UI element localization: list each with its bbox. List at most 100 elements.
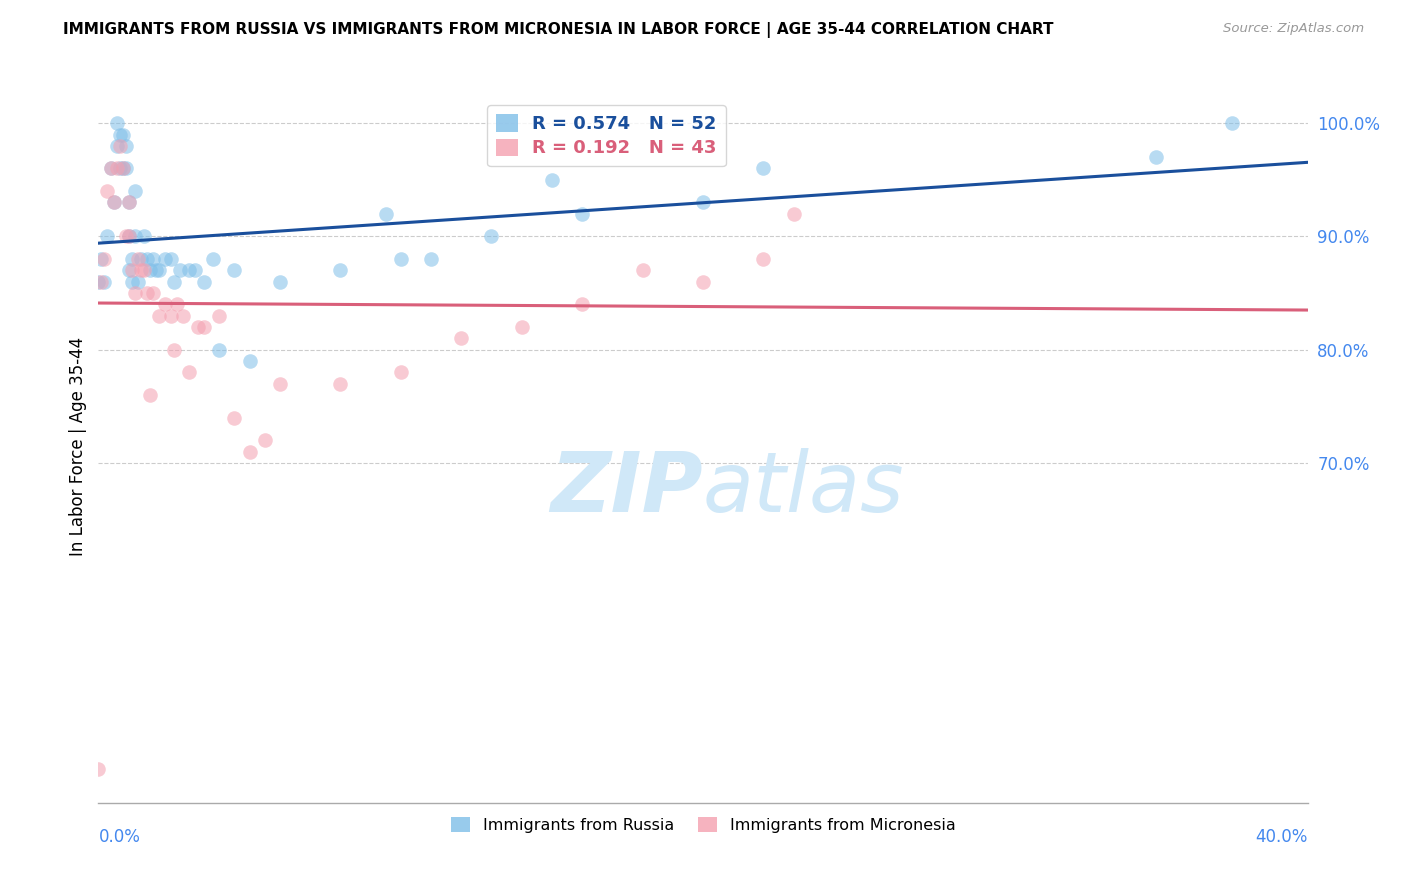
Point [208,343,231,357]
Point [179,263,201,277]
Point [374,207,396,221]
Point [142,286,165,301]
Point [103,195,125,210]
Point [752,161,775,176]
Point [224,263,246,277]
Point [114,138,136,153]
Point [145,263,167,277]
Point [253,434,276,448]
Point [114,229,136,244]
Point [132,263,155,277]
Point [450,331,472,345]
Point [100,161,122,176]
Point [108,138,131,153]
Point [269,376,291,391]
Point [124,286,146,301]
Point [90,275,112,289]
Point [187,320,209,334]
Point [118,195,141,210]
Text: Source: ZipAtlas.com: Source: ZipAtlas.com [1223,22,1364,36]
Point [111,161,134,176]
Point [239,444,262,458]
Point [269,275,291,289]
Point [148,263,170,277]
Point [105,116,128,130]
Point [239,354,262,368]
Point [184,263,207,277]
Point [389,252,412,266]
Point [108,161,131,176]
Point [105,138,128,153]
Point [108,128,131,142]
Point [96,184,118,198]
Point [169,263,191,277]
Point [139,263,162,277]
Point [153,252,176,266]
Point [93,275,115,289]
Point [202,252,225,266]
Point [118,229,141,244]
Point [1220,116,1243,130]
Point [163,275,186,289]
Point [87,275,110,289]
Text: IMMIGRANTS FROM RUSSIA VS IMMIGRANTS FROM MICRONESIA IN LABOR FORCE | AGE 35-44 : IMMIGRANTS FROM RUSSIA VS IMMIGRANTS FRO… [63,22,1053,38]
Point [93,252,115,266]
Text: 40.0%: 40.0% [1256,828,1308,846]
Point [121,263,143,277]
Point [571,297,593,311]
Point [160,309,183,323]
Point [139,388,162,402]
Legend: Immigrants from Russia, Immigrants from Micronesia: Immigrants from Russia, Immigrants from … [443,809,963,841]
Point [124,229,146,244]
Point [172,309,194,323]
Point [148,309,170,323]
Text: 0.0%: 0.0% [98,828,141,846]
Point [481,229,503,244]
Point [127,275,149,289]
Text: ZIP: ZIP [550,449,703,529]
Point [114,161,136,176]
Point [142,252,165,266]
Point [752,252,775,266]
Point [389,365,412,379]
Point [135,252,157,266]
Point [224,410,246,425]
Point [100,161,122,176]
Point [118,229,141,244]
Point [163,343,186,357]
Point [193,320,215,334]
Point [135,286,157,301]
Point [783,207,806,221]
Point [105,161,128,176]
Point [118,263,141,277]
Point [631,263,654,277]
Point [111,128,134,142]
Point [121,252,143,266]
Point [692,275,714,289]
Point [111,161,134,176]
Point [103,195,125,210]
Point [127,252,149,266]
Point [420,252,443,266]
Point [90,252,112,266]
Point [1144,150,1167,164]
Point [208,309,231,323]
Point [510,320,533,334]
Point [166,297,188,311]
Point [329,376,352,391]
Point [124,184,146,198]
Point [329,263,352,277]
Y-axis label: In Labor Force | Age 35-44: In Labor Force | Age 35-44 [69,336,87,556]
Point [96,229,118,244]
Point [129,252,152,266]
Point [153,297,176,311]
Point [118,195,141,210]
Point [571,207,593,221]
Point [540,173,562,187]
Point [160,252,183,266]
Point [692,195,714,210]
Point [129,263,152,277]
Text: atlas: atlas [703,449,904,529]
Point [179,365,201,379]
Point [193,275,215,289]
